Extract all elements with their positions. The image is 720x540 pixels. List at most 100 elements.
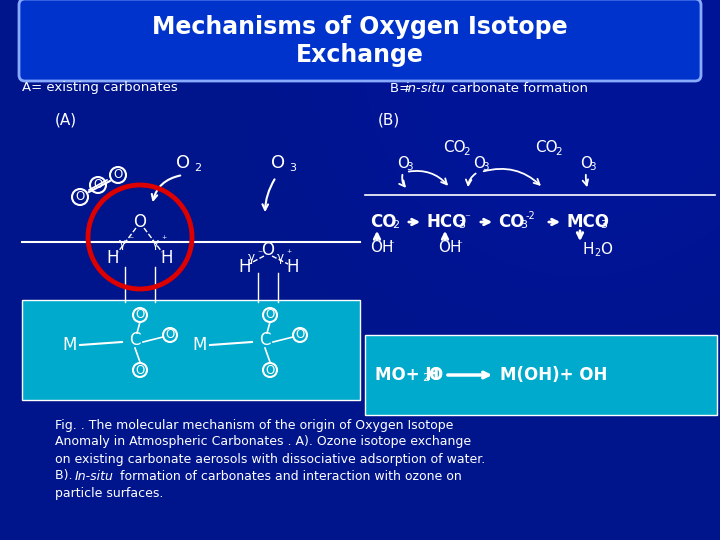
Text: O: O — [266, 308, 274, 321]
Text: CO: CO — [535, 140, 557, 156]
Text: ⁺: ⁺ — [286, 249, 292, 259]
Text: 2: 2 — [463, 147, 469, 157]
Text: O: O — [266, 363, 274, 376]
Text: -2: -2 — [526, 211, 536, 221]
Text: O: O — [176, 154, 190, 172]
Circle shape — [526, 6, 634, 114]
Circle shape — [310, 0, 720, 330]
Circle shape — [364, 0, 720, 276]
Circle shape — [400, 0, 720, 240]
Text: H: H — [287, 258, 300, 276]
Text: HCO: HCO — [426, 213, 467, 231]
Text: 2: 2 — [422, 373, 429, 383]
Text: Fig. . The molecular mechanism of the origin of Oxygen Isotope: Fig. . The molecular mechanism of the or… — [55, 418, 454, 431]
Text: particle surfaces.: particle surfaces. — [55, 487, 163, 500]
Text: B).: B). — [55, 469, 76, 483]
Text: Mechanisms of Oxygen Isotope: Mechanisms of Oxygen Isotope — [152, 15, 568, 39]
Circle shape — [472, 0, 688, 168]
Circle shape — [418, 0, 720, 222]
Circle shape — [562, 42, 598, 78]
Text: 2: 2 — [194, 163, 201, 173]
Circle shape — [220, 0, 720, 420]
Text: A= existing carbonates: A= existing carbonates — [22, 82, 178, 94]
Text: O: O — [135, 308, 145, 321]
Text: H: H — [583, 242, 595, 258]
Text: 2: 2 — [594, 248, 600, 258]
Text: In-situ: In-situ — [75, 469, 114, 483]
Text: O: O — [473, 156, 485, 171]
Text: O: O — [600, 242, 612, 258]
Circle shape — [346, 0, 720, 294]
Text: B=: B= — [390, 82, 415, 94]
Text: 3: 3 — [520, 220, 527, 230]
Text: ⁻: ⁻ — [257, 249, 262, 259]
Circle shape — [328, 0, 720, 312]
Text: O: O — [76, 191, 85, 204]
Text: ⁻: ⁻ — [583, 367, 589, 377]
Text: 2: 2 — [392, 220, 399, 230]
Text: 3: 3 — [289, 163, 296, 173]
Text: O: O — [113, 168, 122, 181]
Text: MCO: MCO — [566, 213, 609, 231]
Text: ⁻: ⁻ — [456, 240, 462, 250]
Text: O: O — [166, 328, 175, 341]
Text: Exchange: Exchange — [296, 43, 424, 67]
Text: M: M — [193, 336, 207, 354]
Text: OH: OH — [370, 240, 394, 255]
Circle shape — [490, 0, 670, 150]
Circle shape — [256, 0, 720, 384]
Text: γ: γ — [118, 237, 125, 249]
Text: O: O — [94, 179, 103, 192]
Text: ⁻: ⁻ — [464, 213, 470, 223]
Text: C: C — [259, 331, 271, 349]
Text: γ: γ — [248, 251, 255, 264]
Circle shape — [238, 0, 720, 402]
Circle shape — [544, 24, 616, 96]
Text: (B): (B) — [378, 112, 400, 127]
Text: OH: OH — [438, 240, 462, 255]
Text: O: O — [428, 366, 442, 384]
Text: ⁻: ⁻ — [388, 240, 394, 250]
Bar — [22, 300, 360, 400]
Text: O: O — [261, 241, 274, 259]
Text: 3: 3 — [458, 220, 465, 230]
Text: (A): (A) — [55, 112, 77, 127]
Text: CO: CO — [370, 213, 397, 231]
Text: O: O — [135, 363, 145, 376]
Text: H: H — [107, 249, 120, 267]
Bar — [365, 335, 717, 415]
Text: γ: γ — [276, 251, 284, 264]
Text: in-situ: in-situ — [405, 82, 446, 94]
Text: O: O — [580, 156, 592, 171]
Text: 2: 2 — [555, 147, 562, 157]
Text: ⁺: ⁺ — [161, 235, 166, 245]
Circle shape — [382, 0, 720, 258]
Text: γ: γ — [151, 237, 158, 249]
Text: CO: CO — [443, 140, 466, 156]
Circle shape — [292, 0, 720, 348]
Text: 3: 3 — [482, 162, 489, 172]
Text: on existing carbonate aerosols with dissociative adsorption of water.: on existing carbonate aerosols with diss… — [55, 453, 485, 465]
Text: CO: CO — [498, 213, 524, 231]
Text: O: O — [133, 213, 146, 231]
FancyBboxPatch shape — [19, 0, 701, 81]
Text: carbonate formation: carbonate formation — [447, 82, 588, 94]
Circle shape — [274, 0, 720, 366]
Text: M: M — [63, 336, 77, 354]
Text: O: O — [295, 328, 305, 341]
Text: O: O — [271, 154, 285, 172]
Text: O: O — [397, 156, 409, 171]
Text: MO+ H: MO+ H — [375, 366, 439, 384]
Circle shape — [436, 0, 720, 204]
Circle shape — [454, 0, 706, 186]
Circle shape — [508, 0, 652, 132]
Text: 3: 3 — [589, 162, 595, 172]
Text: 3: 3 — [600, 220, 607, 230]
Text: 3: 3 — [406, 162, 413, 172]
Text: M(OH)+ OH: M(OH)+ OH — [500, 366, 608, 384]
Text: Anomaly in Atmospheric Carbonates . A). Ozone isotope exchange: Anomaly in Atmospheric Carbonates . A). … — [55, 435, 471, 449]
Text: H: H — [161, 249, 174, 267]
Text: formation of carbonates and interaction with ozone on: formation of carbonates and interaction … — [116, 469, 462, 483]
Text: H: H — [239, 258, 251, 276]
Text: ⁻: ⁻ — [128, 235, 133, 245]
